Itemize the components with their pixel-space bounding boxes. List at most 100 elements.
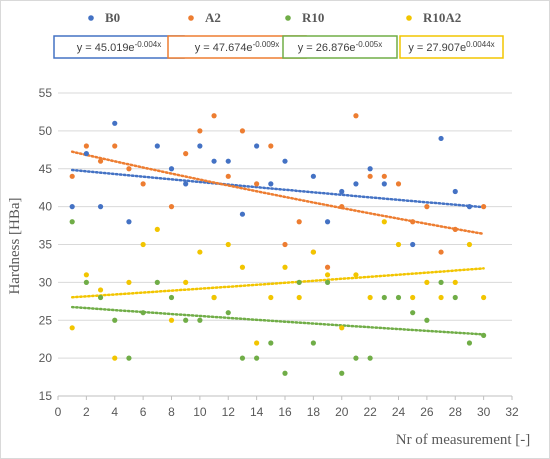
point-a2	[438, 249, 444, 255]
equation-exponent: -0.009x	[253, 40, 280, 49]
point-r10	[154, 279, 160, 285]
point-r10a2	[211, 294, 217, 301]
point-r10	[481, 332, 487, 338]
point-b0	[225, 158, 231, 164]
equation-exponent: -0.004x	[135, 40, 162, 49]
point-a2	[481, 204, 487, 210]
point-r10a2	[97, 287, 104, 293]
x-tick-label: 16	[278, 405, 292, 419]
y-tick-label: 30	[39, 275, 53, 289]
point-b0	[126, 219, 132, 225]
x-tick-label: 8	[168, 405, 175, 419]
x-tick-label: 20	[335, 405, 349, 419]
point-b0	[154, 143, 160, 149]
point-r10	[197, 317, 203, 323]
point-b0	[353, 181, 359, 187]
point-a2	[268, 143, 274, 149]
point-r10	[452, 294, 458, 301]
point-r10a2	[69, 325, 75, 331]
point-b0	[168, 166, 175, 172]
x-tick-label: 32	[505, 405, 519, 419]
y-tick-label: 55	[39, 86, 53, 100]
trendline-b0	[70, 168, 485, 209]
point-r10	[381, 294, 387, 301]
point-b0	[69, 204, 75, 210]
point-r10a2	[481, 294, 487, 301]
point-a2	[254, 181, 260, 187]
x-tick-label: 4	[111, 405, 118, 419]
point-a2	[69, 173, 75, 179]
point-r10	[140, 310, 146, 316]
x-axis-label: Nr of measurement [-]	[396, 432, 531, 448]
point-r10a2	[395, 241, 402, 248]
point-r10a2	[310, 249, 316, 255]
point-b0	[83, 151, 89, 157]
point-a2	[83, 143, 89, 149]
point-r10a2	[268, 294, 274, 301]
y-tick-label: 15	[39, 389, 53, 403]
point-r10a2	[452, 279, 458, 285]
equation-exponent: -0.005x	[356, 40, 383, 49]
point-r10a2	[324, 272, 331, 278]
point-a2	[211, 113, 217, 119]
point-a2	[410, 219, 416, 225]
equation-box-r10	[282, 35, 398, 59]
x-tick-label: 0	[55, 405, 62, 419]
point-b0	[183, 181, 189, 187]
equation-exponent: 0.0044x	[466, 40, 494, 49]
point-a2	[239, 128, 246, 134]
point-b0	[239, 211, 246, 217]
point-r10a2	[254, 340, 260, 346]
point-b0	[254, 143, 260, 149]
x-tick-label: 26	[420, 405, 434, 419]
point-r10	[183, 317, 189, 323]
point-b0	[211, 158, 217, 164]
point-r10a2	[112, 355, 118, 361]
point-r10a2	[225, 241, 231, 248]
point-b0	[438, 135, 444, 142]
legend-marker-r10a2	[406, 15, 412, 21]
point-a2	[183, 151, 189, 157]
point-r10	[168, 294, 175, 301]
point-b0	[324, 219, 331, 225]
point-b0	[452, 188, 458, 195]
point-b0	[367, 166, 373, 172]
data-points	[69, 113, 487, 376]
legend-label-r10a2: R10A2	[423, 10, 461, 25]
x-tick-label: 22	[363, 405, 377, 419]
y-axis-label: Hardness [HBa]	[7, 197, 23, 294]
point-r10	[239, 355, 246, 361]
x-tick-label: 24	[392, 405, 406, 419]
point-a2	[112, 143, 118, 149]
point-r10a2	[197, 249, 203, 255]
y-tick-label: 45	[39, 162, 53, 176]
point-r10	[367, 355, 373, 361]
point-a2	[353, 113, 359, 119]
x-tick-label: 30	[477, 405, 491, 419]
point-a2	[452, 226, 458, 232]
x-tick-label: 28	[449, 405, 463, 419]
point-r10a2	[154, 226, 160, 232]
point-r10	[410, 310, 416, 316]
point-r10a2	[296, 294, 302, 301]
point-r10	[395, 294, 402, 301]
x-tick-label: 18	[307, 405, 321, 419]
point-r10a2	[381, 219, 387, 225]
point-b0	[282, 158, 288, 164]
point-r10	[254, 355, 260, 361]
point-r10	[126, 355, 132, 361]
trendline-r10a2	[70, 267, 485, 299]
legend-marker-a2	[188, 15, 194, 21]
point-b0	[97, 204, 104, 210]
point-r10a2	[339, 325, 345, 331]
point-a2	[168, 204, 175, 210]
point-a2	[282, 241, 288, 248]
point-b0	[410, 241, 416, 248]
point-r10	[268, 340, 274, 346]
point-r10	[282, 370, 288, 376]
point-r10	[324, 279, 331, 285]
x-tick-label: 12	[222, 405, 236, 419]
